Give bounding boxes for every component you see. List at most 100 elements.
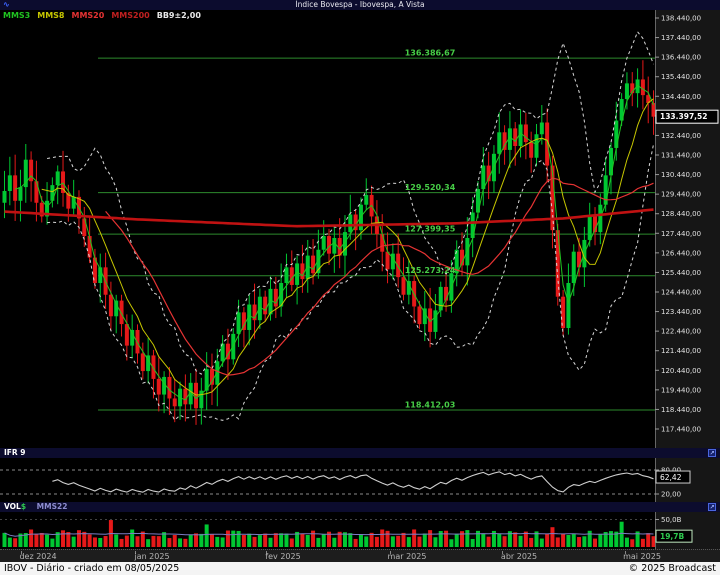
volume-bar bbox=[257, 535, 262, 547]
candle-body bbox=[61, 171, 66, 193]
candle-body bbox=[7, 175, 12, 192]
volume-bar bbox=[369, 532, 374, 547]
volume-bar bbox=[603, 532, 608, 547]
volume-bar bbox=[428, 530, 433, 547]
volume-bar bbox=[566, 535, 571, 547]
volume-bar bbox=[374, 536, 379, 547]
volume-bar bbox=[555, 537, 560, 547]
candle-body bbox=[475, 189, 480, 213]
volume-bar bbox=[76, 530, 81, 547]
candle-body bbox=[396, 253, 401, 278]
candle-body bbox=[146, 355, 151, 372]
candle-body bbox=[268, 288, 273, 315]
axis-tick-label: 137.440,00 bbox=[661, 34, 701, 42]
volume-bar bbox=[215, 536, 220, 547]
dollar-symbol: $ bbox=[20, 502, 27, 511]
volume-bar bbox=[98, 538, 103, 547]
candle-body bbox=[34, 181, 39, 203]
volume-bar bbox=[23, 533, 28, 547]
candle-body bbox=[311, 255, 316, 274]
volume-bar bbox=[172, 534, 177, 547]
axis-tick-label: 119.440,00 bbox=[661, 386, 701, 394]
time-axis: dez 2024 jan 2025 fev 2025 mar 2025 abr 2025… bbox=[0, 549, 720, 562]
bollinger-lower bbox=[47, 144, 654, 421]
volume-bar bbox=[608, 531, 613, 547]
vol-value-label: 19,7B bbox=[660, 532, 685, 541]
volume-bar bbox=[178, 538, 183, 547]
trend-line-label: 129.520,34 bbox=[405, 183, 456, 192]
volume-bar bbox=[364, 536, 369, 547]
volume-bar bbox=[438, 531, 443, 547]
axis-tick-label: 126.440,00 bbox=[661, 249, 701, 257]
volume-bar bbox=[358, 534, 363, 547]
volume-bar bbox=[156, 536, 161, 547]
volume-bar bbox=[241, 535, 246, 547]
candle-body bbox=[257, 296, 262, 321]
volume-bar bbox=[614, 531, 619, 547]
candle-body bbox=[353, 214, 358, 231]
volume-bar bbox=[321, 533, 326, 547]
candle-body bbox=[162, 376, 167, 395]
candle-body bbox=[225, 343, 230, 360]
candle-body bbox=[470, 212, 475, 238]
volume-bar bbox=[539, 538, 544, 547]
volume-bar bbox=[523, 531, 528, 547]
volume-bar bbox=[183, 538, 188, 547]
candle-body bbox=[619, 99, 624, 121]
candle-body bbox=[433, 310, 438, 332]
volume-bar bbox=[497, 533, 502, 547]
volume-bar bbox=[534, 531, 539, 547]
candle-body bbox=[167, 376, 172, 399]
volume-bar bbox=[502, 536, 507, 547]
candle-body bbox=[534, 134, 539, 158]
volume-bar bbox=[199, 533, 204, 547]
candle-body bbox=[2, 191, 7, 203]
ifr-level-label: 20,00 bbox=[661, 491, 681, 499]
expand-icon[interactable]: ↗ bbox=[708, 503, 716, 511]
expand-icon[interactable]: ↗ bbox=[708, 449, 716, 457]
volume-bar bbox=[29, 529, 34, 547]
candle-body bbox=[82, 218, 87, 237]
time-axis-tick bbox=[390, 551, 391, 554]
last-price-label: 133.397,52 bbox=[660, 112, 707, 121]
candle-body bbox=[23, 159, 28, 188]
volume-bars bbox=[2, 520, 656, 547]
axis-tick-label: 118.440,00 bbox=[661, 406, 701, 414]
volume-bar bbox=[327, 531, 332, 547]
ifr-level-label: 80,00 bbox=[661, 467, 681, 475]
volume-bar bbox=[273, 533, 278, 547]
axis-tick-label: 125.440,00 bbox=[661, 269, 701, 277]
volume-bar bbox=[140, 531, 145, 547]
candle-body bbox=[236, 312, 241, 334]
candle-body bbox=[417, 306, 422, 325]
candle-body bbox=[13, 175, 18, 201]
candle-body bbox=[587, 216, 592, 240]
candle-body bbox=[199, 390, 204, 409]
volume-bar bbox=[311, 530, 316, 547]
axis-tick-label: 132.440,00 bbox=[661, 132, 701, 140]
candle-body bbox=[566, 282, 571, 329]
trend-line-label: 125.273,24 bbox=[405, 266, 456, 275]
window-title: Índice Bovespa - Ibovespa, A Vista bbox=[295, 0, 425, 9]
volume-bar bbox=[295, 531, 300, 547]
candle-body bbox=[502, 132, 507, 150]
axis-tick-label: 120.440,00 bbox=[661, 367, 701, 375]
candle-body bbox=[406, 281, 411, 295]
candle-body bbox=[247, 304, 252, 330]
volume-bar bbox=[401, 532, 406, 547]
title-bar: ∿ Índice Bovespa - Ibovespa, A Vista bbox=[0, 0, 720, 10]
volume-bar bbox=[348, 533, 353, 547]
volume-bar bbox=[225, 530, 230, 547]
candle-body bbox=[337, 237, 342, 256]
candle-body bbox=[98, 267, 103, 283]
volume-bar bbox=[332, 537, 337, 547]
candle-body bbox=[29, 159, 34, 182]
volume-bar bbox=[406, 537, 411, 547]
candle-body bbox=[151, 355, 156, 379]
volume-bar bbox=[486, 536, 491, 547]
price-axis bbox=[655, 10, 720, 448]
ifr-background bbox=[0, 458, 655, 502]
candle-body bbox=[507, 128, 512, 150]
volume-bar bbox=[220, 537, 225, 547]
axis-tick-label: 123.440,00 bbox=[661, 308, 701, 316]
